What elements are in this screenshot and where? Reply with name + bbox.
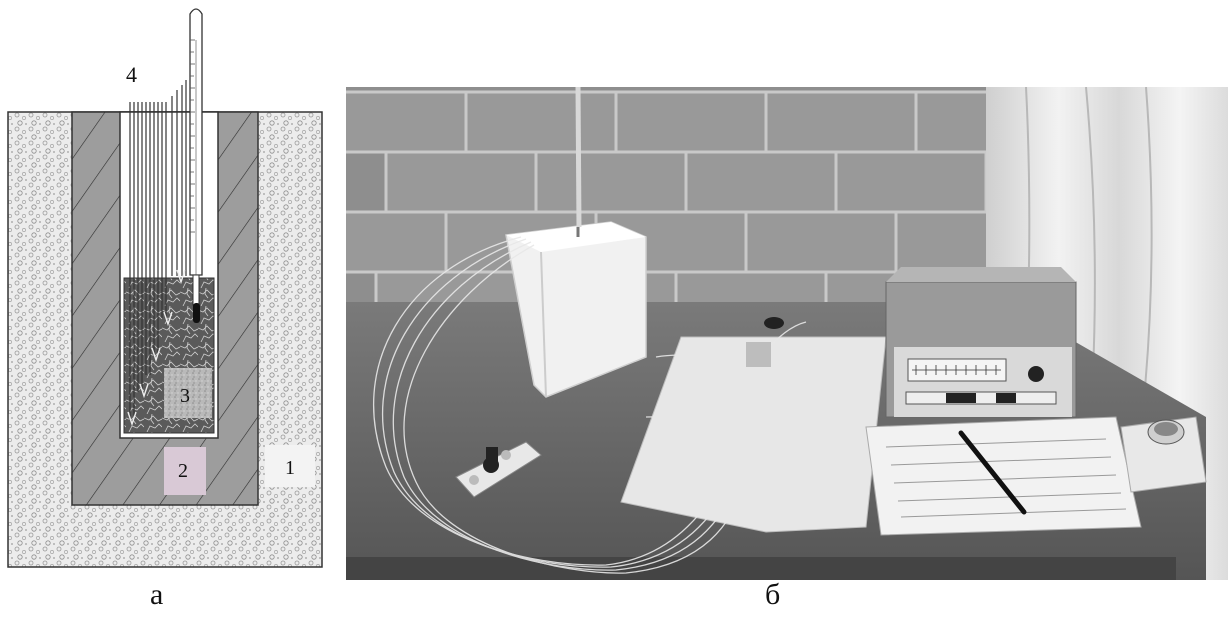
sensor-block [746,342,771,367]
label-3: 3 [180,385,190,407]
paper-sheet [620,336,887,533]
wire-bundle [372,236,847,574]
caption-a: а [150,578,164,611]
power-strip [455,441,542,498]
panel-a-diagram: 4 3 2 1 [0,0,330,590]
measuring-instrument [885,267,1077,418]
sensor-cap [764,317,784,329]
sample-block [164,368,212,418]
notes-lines [885,438,1127,518]
thermometer-rod [575,86,582,228]
label-4: 4 [126,62,137,87]
glass-device [1120,416,1207,493]
pen [958,430,1027,515]
label-2: 2 [178,460,188,482]
table-edge [346,557,1176,580]
label-1-box [265,445,315,487]
foam-block [505,221,647,398]
panel-b-photo [324,86,1228,580]
caption-b: б [765,578,781,611]
thermocouple-junctions [127,269,186,427]
label-2-box [164,447,206,495]
notes-papers [865,416,1142,536]
label-1: 1 [285,457,295,479]
thermocouple-wires [129,80,187,420]
thermometer [189,8,203,323]
